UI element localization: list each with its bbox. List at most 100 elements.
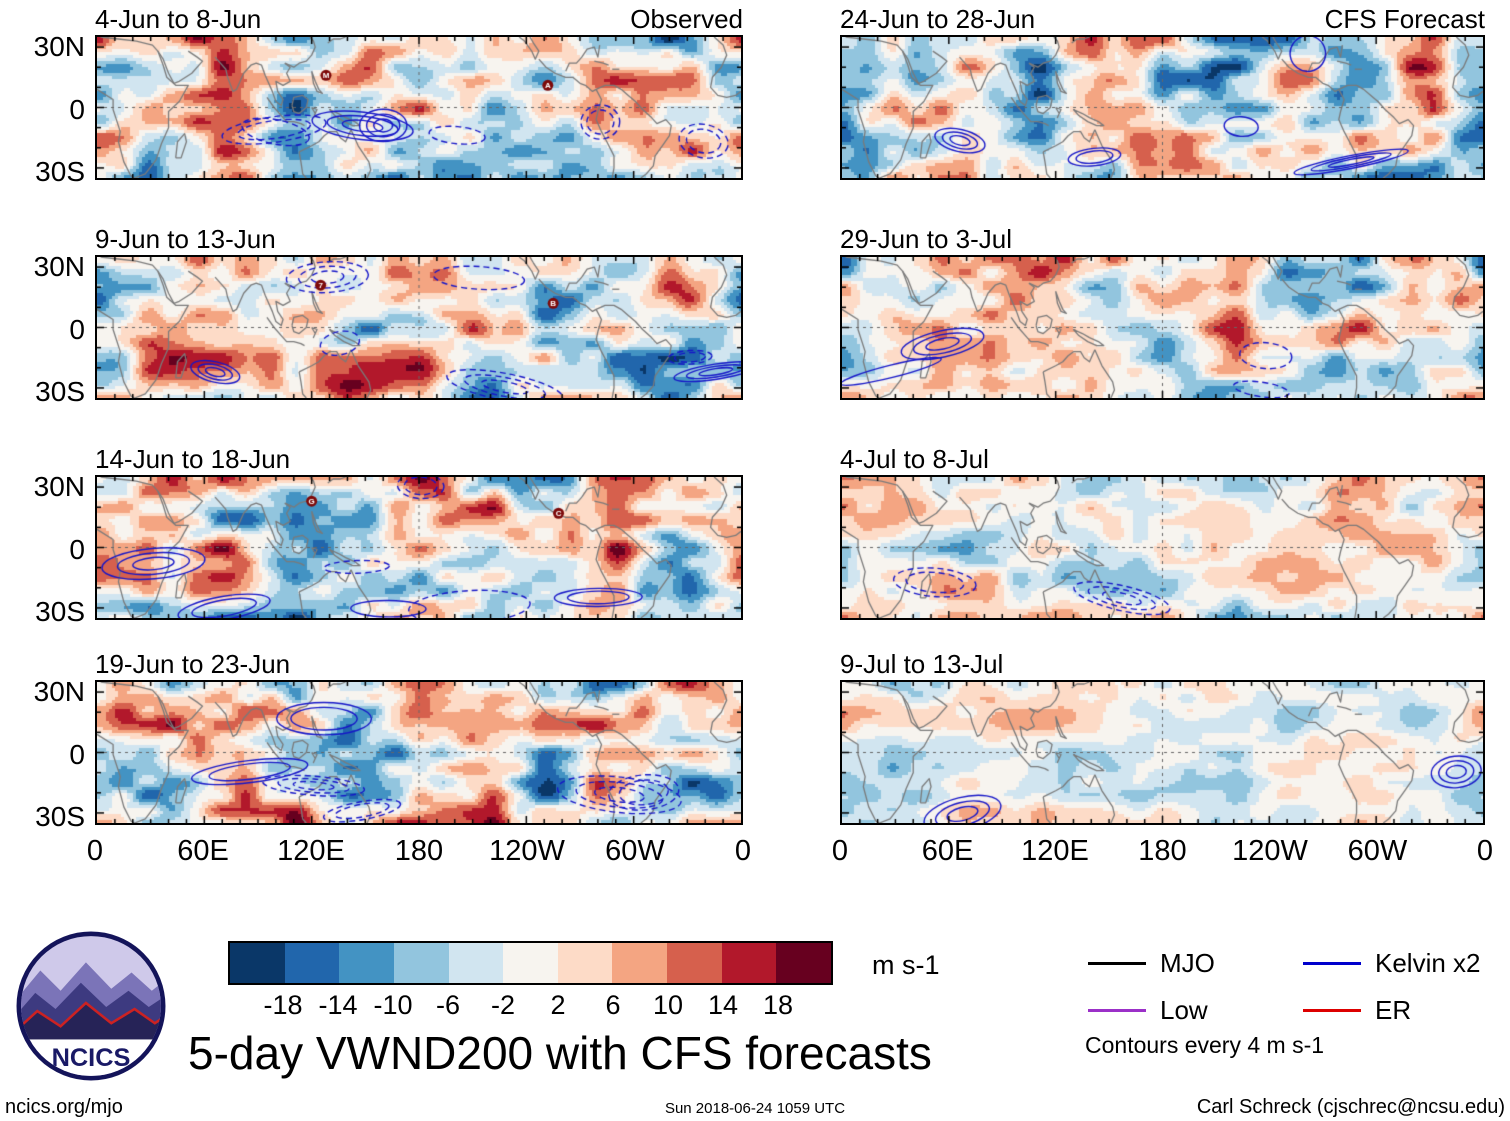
colorbar-tick-label: -2 xyxy=(490,990,516,1020)
panel-date-range: 4-Jun to 8-Jun xyxy=(95,4,262,34)
logo-red-ridge xyxy=(21,1001,161,1033)
legend-item: Kelvin x2 xyxy=(1303,948,1510,979)
y-tick-label: 0 xyxy=(69,738,85,770)
x-tick-label: 180 xyxy=(1138,835,1187,867)
map-canvas xyxy=(842,257,1483,398)
map-panel: 14-Jun to 18-Jun 30N 0 30S xyxy=(34,441,743,627)
panel-title-row: 29-Jun to 3-Jul xyxy=(840,221,1485,255)
y-tick-label: 30S xyxy=(35,375,85,407)
panel-title-row: 9-Jun to 13-Jun xyxy=(95,221,743,255)
colorbar-tick-label: -18 xyxy=(263,990,303,1020)
map-canvas xyxy=(842,477,1483,618)
x-axis-labels-right: 0 60E 120E 180 120W 60W 0 xyxy=(832,835,1493,873)
map-canvas xyxy=(842,37,1483,178)
panel-title-row: 19-Jun to 23-Jun xyxy=(95,646,743,680)
map-panel: 29-Jun to 3-Jul xyxy=(840,221,1485,400)
x-tick-label: 0 xyxy=(734,835,752,867)
map-canvas xyxy=(97,257,741,398)
map-canvas xyxy=(842,682,1483,823)
map-canvas xyxy=(97,37,741,178)
x-tick-label: 120W xyxy=(1232,835,1308,867)
colorbar-tick-label: -10 xyxy=(373,990,413,1020)
legend-line-sample xyxy=(1088,1009,1146,1012)
map-area: 30N 0 30S xyxy=(34,676,743,832)
colorbar-segment xyxy=(284,943,340,983)
legend-item: Low xyxy=(1088,995,1303,1026)
x-tick-label: 0 xyxy=(86,835,104,867)
y-tick-label: 30S xyxy=(35,595,85,627)
colorbar-tick-label: -14 xyxy=(318,990,358,1020)
panel-date-range: 14-Jun to 18-Jun xyxy=(95,444,291,474)
x-tick-label: 0 xyxy=(831,835,849,867)
map-panel: 19-Jun to 23-Jun 30N 0 30S xyxy=(34,646,743,832)
colorbar-segment xyxy=(612,943,668,983)
panel-date-range: 19-Jun to 23-Jun xyxy=(95,649,291,679)
legend-label: Kelvin x2 xyxy=(1375,948,1481,978)
footer-timestamp: Sun 2018-06-24 1059 UTC xyxy=(664,1100,846,1117)
panel-date-range: 9-Jul to 13-Jul xyxy=(840,649,1004,679)
map-panel: 4-Jun to 8-Jun Observed 30N 0 30S xyxy=(34,1,743,187)
colorbar-segment xyxy=(776,943,832,983)
colorbar-segment xyxy=(230,943,285,983)
figure-title: 5-day VWND200 with CFS forecasts xyxy=(188,1027,932,1079)
map-panel: 9-Jun to 13-Jun 30N 0 30S xyxy=(34,221,743,407)
x-tick-label: 0 xyxy=(1476,835,1494,867)
map-area xyxy=(840,680,1485,825)
column-header: CFS Forecast xyxy=(1324,4,1485,34)
panel-date-range: 4-Jul to 8-Jul xyxy=(840,444,989,474)
map-panel: 9-Jul to 13-Jul xyxy=(840,646,1485,825)
colorbar-tick-label: 14 xyxy=(707,990,739,1020)
y-tick-label: 30N xyxy=(33,676,85,708)
legend-label: ER xyxy=(1375,995,1412,1025)
contour-interval-note: Contours every 4 m s-1 xyxy=(1085,1032,1325,1058)
colorbar-segment xyxy=(667,943,722,983)
x-tick-label: 120E xyxy=(277,835,345,867)
y-tick-label: 0 xyxy=(69,93,85,125)
panel-title-row: 4-Jun to 8-Jun Observed xyxy=(95,1,743,35)
colorbar-tick-labels: -18 -14 -10 -6 -2 2 6 10 14 18 xyxy=(228,990,833,1020)
x-tick-label: 180 xyxy=(394,835,444,867)
legend-line-sample xyxy=(1088,962,1146,965)
legend-line-sample xyxy=(1303,962,1361,965)
footer-author: Carl Schreck (cjschrec@ncsu.edu) xyxy=(1196,1096,1505,1118)
y-tick-label: 30S xyxy=(35,155,85,187)
x-axis-labels-left: 0 60E 120E 180 120W 60W 0 xyxy=(87,835,751,873)
x-tick-label: 120E xyxy=(1021,835,1089,867)
ncics-logo: NCICS xyxy=(15,930,167,1087)
colorbar-segment xyxy=(503,943,558,983)
map-area: 30N 0 30S xyxy=(34,251,743,407)
colorbar-segment xyxy=(721,943,777,983)
colorbar-segment xyxy=(339,943,394,983)
panel-title-row: 4-Jul to 8-Jul xyxy=(840,441,1485,475)
legend-line-sample xyxy=(1303,1009,1361,1012)
panel-title-row: 9-Jul to 13-Jul xyxy=(840,646,1485,680)
colorbar-tick-label: 2 xyxy=(550,990,566,1020)
panel-title-row: 14-Jun to 18-Jun xyxy=(95,441,743,475)
map-area xyxy=(840,255,1485,400)
column-header: Observed xyxy=(630,4,743,34)
colorbar xyxy=(228,941,833,985)
y-tick-label: 30N xyxy=(33,31,85,63)
panel-date-range: 24-Jun to 28-Jun xyxy=(840,4,1036,34)
colorbar-tick-label: 18 xyxy=(762,990,794,1020)
y-tick-label: 30N xyxy=(33,251,85,283)
x-tick-label: 60W xyxy=(1347,835,1408,867)
footer-url: ncics.org/mjo xyxy=(5,1096,123,1118)
x-tick-label: 60E xyxy=(177,835,229,867)
legend-item: MJO xyxy=(1088,948,1303,979)
y-tick-label: 0 xyxy=(69,313,85,345)
ncics-logo-graphic: NCICS xyxy=(16,931,166,1081)
contour-legend: MJO Kelvin x2 Low ER xyxy=(1088,948,1510,1026)
panel-title-row: 24-Jun to 28-Jun CFS Forecast xyxy=(840,1,1485,35)
colorbar-segment xyxy=(448,943,504,983)
map-area xyxy=(840,35,1485,180)
map-canvas xyxy=(97,477,741,618)
colorbar-segment xyxy=(393,943,449,983)
legend-label: MJO xyxy=(1160,948,1215,978)
map-canvas xyxy=(97,682,741,823)
map-area: 30N 0 30S xyxy=(34,31,743,187)
map-area xyxy=(840,475,1485,620)
colorbar-tick-label: 6 xyxy=(605,990,621,1020)
y-tick-label: 0 xyxy=(69,533,85,565)
colorbar-tick-label: 10 xyxy=(652,990,684,1020)
